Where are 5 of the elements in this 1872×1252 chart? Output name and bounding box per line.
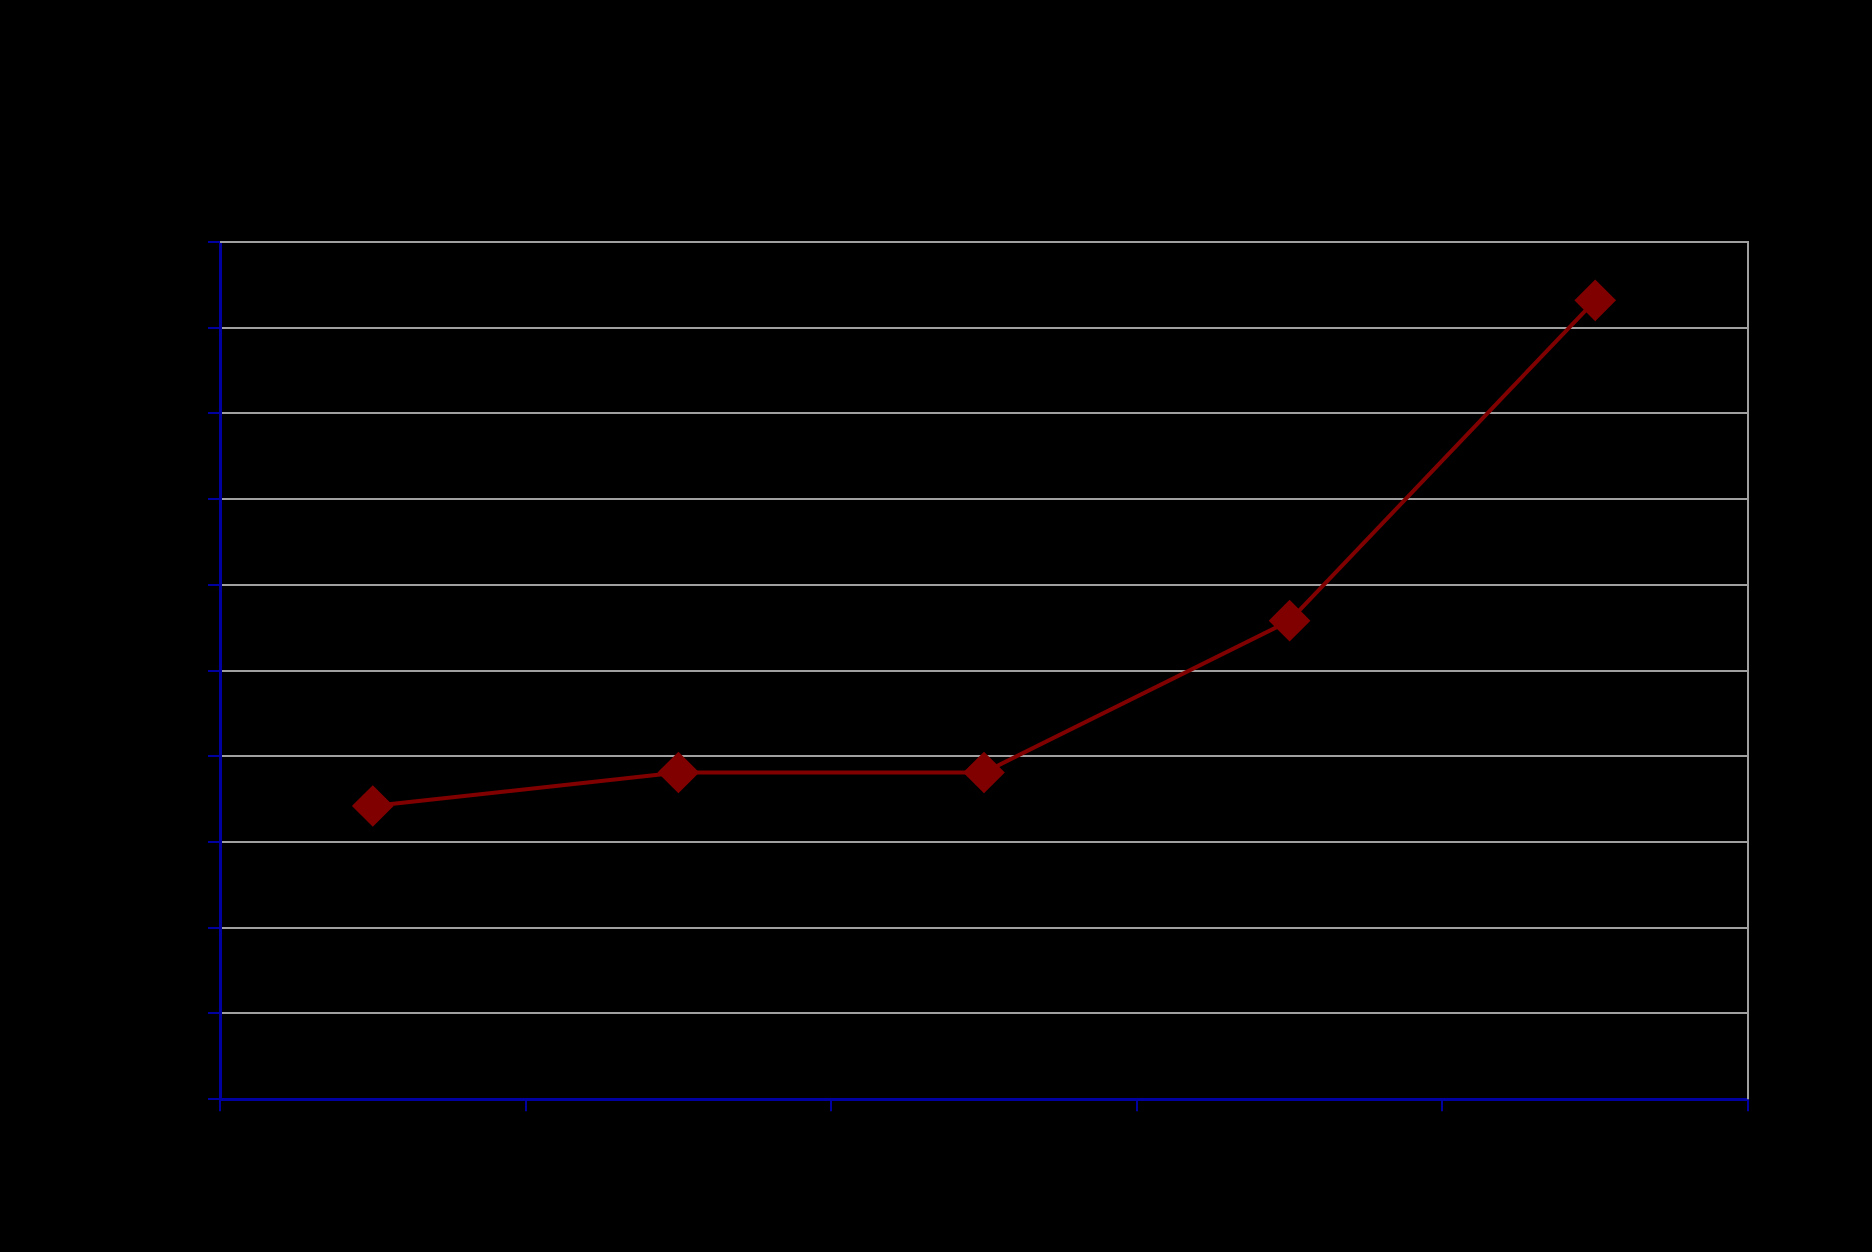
point <box>658 752 699 793</box>
point <box>1269 600 1310 641</box>
point <box>1575 280 1616 321</box>
point <box>964 752 1004 793</box>
point <box>352 786 393 827</box>
